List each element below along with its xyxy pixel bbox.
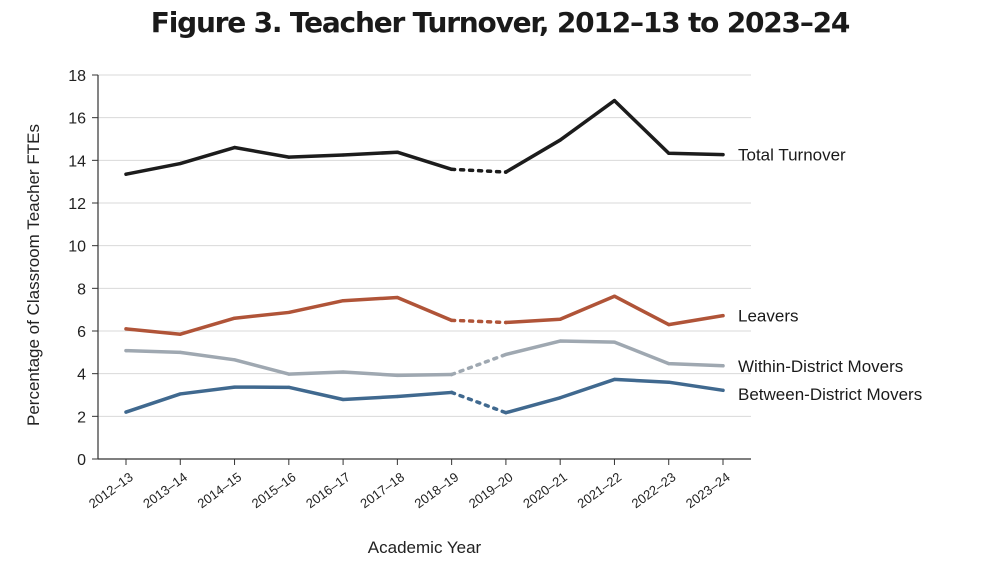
series-point	[232, 358, 237, 362]
x-tick-label: 2015–16	[249, 469, 299, 511]
series-label: Within-District Movers	[738, 357, 903, 376]
series-point	[612, 377, 617, 382]
series-point	[341, 153, 345, 157]
series-point	[504, 320, 508, 325]
y-tick-label: 0	[77, 452, 86, 469]
series-labels: Total Turnover Leavers Within-District Mov…	[738, 146, 922, 404]
y-axis-label: Percentage of Classroom Teacher FTEs	[24, 124, 43, 426]
series-point	[450, 372, 454, 377]
series-lines	[124, 98, 725, 415]
x-axis-label: Academic Year	[368, 538, 482, 557]
series-point	[124, 349, 128, 353]
series-point	[558, 317, 562, 321]
y-tick-label: 8	[77, 281, 86, 298]
x-tick-label: 2012–13	[86, 469, 136, 511]
chart-title: Figure 3. Teacher Turnover, 2012–13 to 2…	[150, 6, 851, 39]
y-tick-label: 14	[68, 153, 86, 170]
series-point	[504, 170, 508, 174]
series-point	[395, 150, 399, 154]
series-point	[395, 295, 399, 300]
series-point	[612, 294, 617, 298]
series-point	[341, 370, 345, 374]
series-point	[232, 385, 237, 389]
series-point	[667, 151, 671, 155]
series-line-3-gap	[449, 390, 508, 415]
series-point	[124, 172, 128, 176]
series-point	[232, 145, 237, 150]
series-point	[612, 340, 617, 344]
x-tick-label: 2014–15	[195, 469, 245, 511]
series-point	[504, 411, 508, 415]
y-tick-label: 18	[68, 68, 86, 85]
series-point	[124, 410, 128, 414]
series-point	[341, 397, 345, 402]
series-point	[124, 327, 128, 331]
series-point	[341, 299, 345, 303]
series-point	[667, 362, 671, 366]
series-point	[178, 332, 182, 336]
series-point	[721, 388, 725, 392]
series-label: Between-District Movers	[738, 385, 922, 404]
series-point	[558, 339, 562, 343]
series-point	[395, 394, 399, 399]
series-point	[450, 167, 454, 171]
y-tick-label: 12	[68, 196, 86, 213]
series-point	[721, 314, 725, 318]
series-point	[287, 385, 291, 389]
x-tick-label: 2021–22	[574, 469, 624, 511]
series-point	[450, 318, 454, 322]
series-point	[178, 161, 182, 166]
series-line-2-part-2	[504, 339, 725, 368]
series-point	[395, 373, 399, 377]
x-tick-label: 2017–18	[357, 469, 407, 511]
x-tick-label: 2013–14	[140, 469, 190, 511]
x-tick-label: 2022–23	[629, 469, 679, 511]
axes	[97, 75, 751, 460]
series-point	[287, 372, 291, 376]
y-tick-label: 2	[77, 409, 86, 426]
series-point	[667, 380, 671, 384]
series-point	[721, 152, 725, 157]
series-point	[667, 323, 671, 327]
series-line-1-part-1	[124, 295, 454, 336]
series-label: Leavers	[738, 307, 798, 326]
series-point	[287, 310, 291, 315]
series-point	[178, 392, 182, 396]
series-point	[287, 155, 291, 159]
series-point	[450, 390, 454, 395]
series-line-0-part-2	[504, 98, 725, 174]
series-point	[721, 364, 725, 368]
x-tick-label: 2023–24	[683, 469, 733, 511]
x-tick-label: 2018–19	[412, 469, 462, 511]
y-tick-label: 10	[68, 239, 86, 256]
y-axis-ticks: 0 2 4 6 8 10 12 14 16 18	[68, 68, 98, 469]
series-point	[558, 138, 562, 142]
series-label: Total Turnover	[738, 146, 846, 165]
series-point	[232, 316, 237, 320]
y-tick-label: 16	[68, 111, 86, 128]
gridlines	[98, 74, 751, 417]
series-line-3-part-1	[124, 385, 454, 414]
series-point	[558, 396, 562, 400]
y-tick-label: 6	[77, 324, 86, 341]
x-tick-label: 2016–17	[303, 469, 353, 511]
series-line-1-gap	[449, 318, 508, 325]
x-axis-ticks: 2012–13 2013–14 2014–15 2015–16 2016–17 2017–…	[86, 459, 733, 511]
series-line-1-part-2	[504, 294, 725, 327]
series-line-2-part-1	[124, 348, 454, 378]
series-point	[504, 352, 508, 357]
x-tick-label: 2020–21	[520, 469, 570, 511]
series-line-2-gap	[449, 352, 508, 377]
series-line-0-part-1	[124, 145, 454, 176]
x-tick-label: 2019–20	[466, 469, 516, 511]
y-tick-label: 4	[77, 367, 86, 384]
series-point	[178, 350, 182, 354]
series-line-3-part-2	[504, 377, 725, 415]
series-point	[612, 99, 617, 103]
series-line-0-gap	[449, 167, 508, 174]
